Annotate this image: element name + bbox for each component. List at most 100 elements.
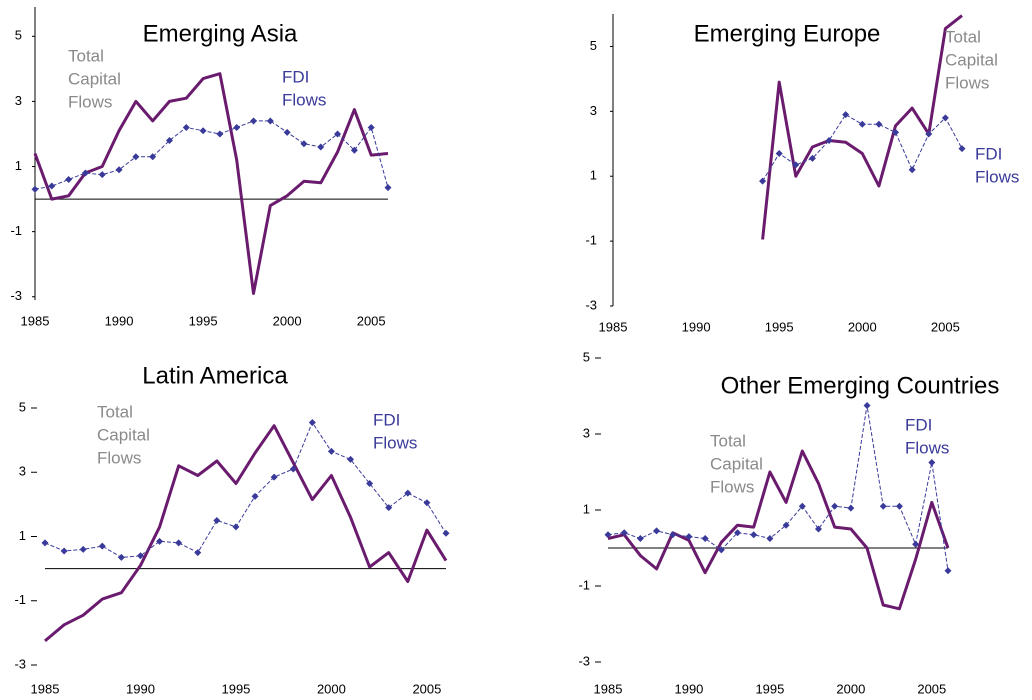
- fdi-marker: [251, 492, 259, 500]
- fdi-marker: [442, 529, 450, 537]
- x-tick-label: 1990: [674, 681, 703, 696]
- fdi-marker: [132, 153, 140, 161]
- panel-title: Emerging Europe: [694, 20, 881, 47]
- fdi-marker: [766, 535, 774, 542]
- fdi-marker: [175, 539, 183, 547]
- total-flow-line: [607, 449, 950, 611]
- x-tick-label: 1985: [594, 681, 623, 696]
- fdi-marker: [98, 542, 106, 550]
- fdi-marker: [895, 502, 903, 510]
- fdi-marker: [814, 525, 822, 533]
- y-tick-label: 3: [15, 93, 22, 108]
- fdi-marker: [717, 546, 725, 554]
- y-tick-label: -1: [578, 577, 590, 592]
- x-tick-label: 1985: [599, 319, 628, 334]
- series-annotation: FDI: [905, 415, 932, 434]
- fdi-marker: [750, 531, 758, 539]
- y-tick-label: 5: [590, 38, 597, 53]
- fdi-flow-line: [44, 422, 447, 558]
- x-tick-label: 2000: [273, 313, 302, 328]
- fdi-marker: [136, 552, 144, 560]
- series-annotation: FDI: [975, 144, 1002, 163]
- x-tick-label: 2005: [917, 681, 946, 696]
- series-annotation: Flows: [68, 92, 112, 111]
- fdi-marker: [808, 154, 816, 162]
- fdi-marker: [875, 120, 883, 128]
- panel-title: Other Emerging Countries: [721, 372, 1000, 399]
- fdi-marker: [182, 123, 190, 131]
- fdi-marker: [334, 130, 342, 138]
- panel-title: Emerging Asia: [143, 20, 298, 47]
- fdi-marker: [775, 150, 783, 158]
- x-tick-label: 2005: [357, 313, 386, 328]
- fdi-marker: [734, 529, 742, 537]
- fdi-marker: [863, 402, 871, 409]
- x-tick-label: 1995: [189, 313, 218, 328]
- fdi-marker: [404, 489, 412, 497]
- x-tick-label: 1995: [755, 681, 784, 696]
- fdi-marker: [831, 502, 839, 510]
- fdi-marker: [65, 176, 73, 184]
- y-tick-label: 3: [583, 425, 590, 440]
- y-tick-label: -1: [585, 233, 597, 248]
- y-tick-label: -3: [578, 653, 590, 668]
- fdi-marker: [347, 455, 355, 463]
- series-annotation: Capital: [68, 69, 121, 88]
- series-annotation: Total: [945, 27, 981, 46]
- series-annotation: Capital: [97, 425, 150, 444]
- y-tick-label: 5: [15, 28, 22, 43]
- panel: Other Emerging Countries 5 3 1 -1 -3 1985 1990 1…: [578, 349, 999, 696]
- fdi-marker: [79, 545, 87, 553]
- x-tick-label: 1995: [221, 681, 250, 696]
- fdi-marker: [156, 537, 164, 545]
- fdi-marker: [842, 111, 850, 119]
- series-annotation: FDI: [282, 67, 309, 86]
- fdi-marker: [98, 171, 106, 179]
- fdi-marker: [384, 184, 392, 192]
- series-annotation: Flows: [710, 477, 754, 496]
- y-tick-label: 1: [583, 501, 590, 516]
- fdi-marker: [701, 535, 709, 542]
- total-flow-line: [33, 72, 389, 295]
- fdi-marker: [653, 527, 661, 535]
- x-tick-label: 2000: [836, 681, 865, 696]
- fdi-marker: [115, 166, 123, 174]
- fdi-marker: [232, 523, 240, 531]
- series-annotation: Total: [97, 402, 133, 421]
- fdi-flow-line: [607, 405, 949, 571]
- x-tick-label: 2000: [317, 681, 346, 696]
- fdi-marker: [958, 145, 966, 153]
- series-annotation: Total: [68, 46, 104, 65]
- panel-title: Latin America: [142, 362, 288, 389]
- fdi-marker: [423, 499, 431, 507]
- panel: Emerging Asia 5 3 1 -1 -3 1985 1990 1995 2000 2005…: [10, 7, 392, 328]
- total-flow-line: [44, 424, 448, 643]
- fdi-marker: [31, 185, 39, 193]
- y-tick-label: 5: [583, 349, 590, 364]
- fdi-marker: [250, 117, 258, 125]
- x-tick-label: 1990: [682, 319, 711, 334]
- fdi-marker: [270, 473, 278, 481]
- fdi-marker: [266, 117, 274, 125]
- fdi-marker: [759, 177, 767, 185]
- y-tick-label: -3: [10, 288, 22, 303]
- fdi-marker: [908, 166, 916, 174]
- y-tick-label: 1: [15, 158, 22, 173]
- fdi-marker: [858, 120, 866, 128]
- series-annotation: FDI: [373, 410, 400, 429]
- fdi-marker: [165, 136, 173, 144]
- fdi-marker: [117, 553, 125, 561]
- fdi-marker: [912, 540, 920, 548]
- fdi-marker: [798, 502, 806, 510]
- fdi-marker: [199, 127, 207, 135]
- fdi-marker: [604, 531, 612, 539]
- fdi-marker: [892, 128, 900, 136]
- y-tick-label: 5: [19, 399, 26, 414]
- y-tick-label: -3: [585, 297, 597, 312]
- series-annotation: Flows: [373, 433, 417, 452]
- fdi-marker: [81, 169, 89, 177]
- panel: Latin America 5 3 1 -1 -3 1985 1990 1995 2000 2005…: [14, 362, 450, 696]
- y-tick-label: 1: [19, 528, 26, 543]
- fdi-marker: [941, 114, 949, 122]
